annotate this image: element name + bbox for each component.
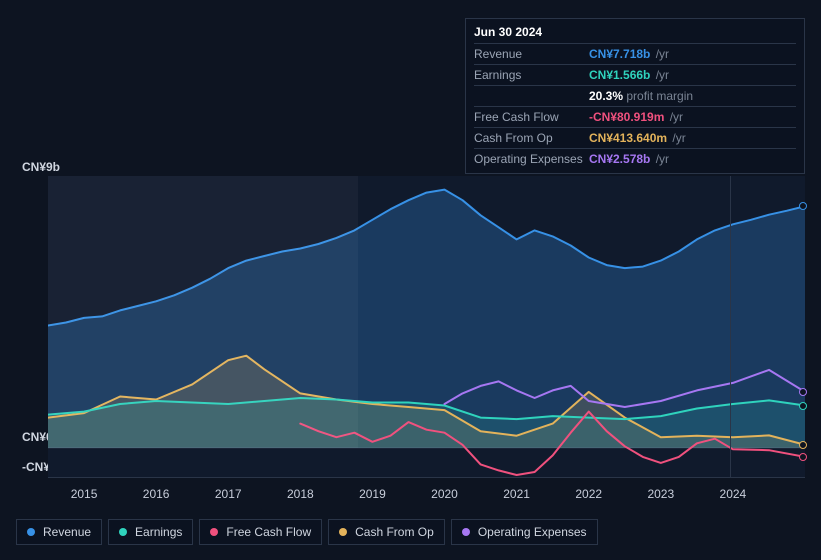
legend-label: Revenue [43, 525, 91, 539]
series-end-marker [799, 453, 807, 461]
tooltip-label: Operating Expenses [474, 152, 589, 166]
legend-dot-icon [339, 528, 347, 536]
x-tick: 2023 [647, 487, 674, 501]
tooltip-value: CN¥1.566b /yr [589, 68, 669, 82]
tooltip-date: Jun 30 2024 [474, 25, 796, 39]
legend-item[interactable]: Earnings [108, 519, 193, 545]
x-tick: 2022 [575, 487, 602, 501]
legend-item[interactable]: Free Cash Flow [199, 519, 322, 545]
tooltip-row: Operating ExpensesCN¥2.578b /yr [474, 148, 796, 169]
legend: Revenue Earnings Free Cash Flow Cash From O… [16, 519, 598, 545]
legend-dot-icon [119, 528, 127, 536]
legend-item[interactable]: Revenue [16, 519, 102, 545]
tooltip-label: Earnings [474, 68, 589, 82]
x-tick: 2020 [431, 487, 458, 501]
tooltip-label: Cash From Op [474, 131, 589, 145]
tooltip-value: 20.3% profit margin [589, 89, 693, 103]
series-end-marker [799, 402, 807, 410]
x-axis: 2015 2016 2017 2018 2019 2020 2021 2022 2023 2024 [48, 487, 805, 501]
legend-label: Free Cash Flow [226, 525, 311, 539]
tooltip-row: EarningsCN¥1.566b /yr [474, 64, 796, 85]
x-tick: 2024 [720, 487, 747, 501]
legend-dot-icon [210, 528, 218, 536]
legend-item[interactable]: Cash From Op [328, 519, 445, 545]
tooltip-label: Free Cash Flow [474, 110, 589, 124]
tooltip-row: 20.3% profit margin [474, 85, 796, 106]
tooltip-value: CN¥7.718b /yr [589, 47, 669, 61]
series-end-marker [799, 202, 807, 210]
legend-dot-icon [27, 528, 35, 536]
tooltip-label: Revenue [474, 47, 589, 61]
tooltip-row: Free Cash Flow-CN¥80.919m /yr [474, 106, 796, 127]
tooltip-value: CN¥413.640m /yr [589, 131, 686, 145]
x-tick: 2021 [503, 487, 530, 501]
x-tick: 2019 [359, 487, 386, 501]
legend-item[interactable]: Operating Expenses [451, 519, 598, 545]
legend-label: Earnings [135, 525, 182, 539]
tooltip-row: RevenueCN¥7.718b /yr [474, 43, 796, 64]
tooltip-value: CN¥2.578b /yr [589, 152, 669, 166]
legend-dot-icon [462, 528, 470, 536]
tooltip-label [474, 89, 589, 103]
x-tick: 2018 [287, 487, 314, 501]
tooltip-value: -CN¥80.919m /yr [589, 110, 683, 124]
y-axis-label: CN¥9b [22, 160, 60, 174]
legend-label: Operating Expenses [478, 525, 587, 539]
legend-label: Cash From Op [355, 525, 434, 539]
x-tick: 2016 [143, 487, 170, 501]
x-tick: 2017 [215, 487, 242, 501]
tooltip-panel: Jun 30 2024 RevenueCN¥7.718b /yrEarnings… [465, 18, 805, 174]
tooltip-row: Cash From OpCN¥413.640m /yr [474, 127, 796, 148]
x-tick: 2015 [71, 487, 98, 501]
series-end-marker [799, 388, 807, 396]
series-end-marker [799, 441, 807, 449]
